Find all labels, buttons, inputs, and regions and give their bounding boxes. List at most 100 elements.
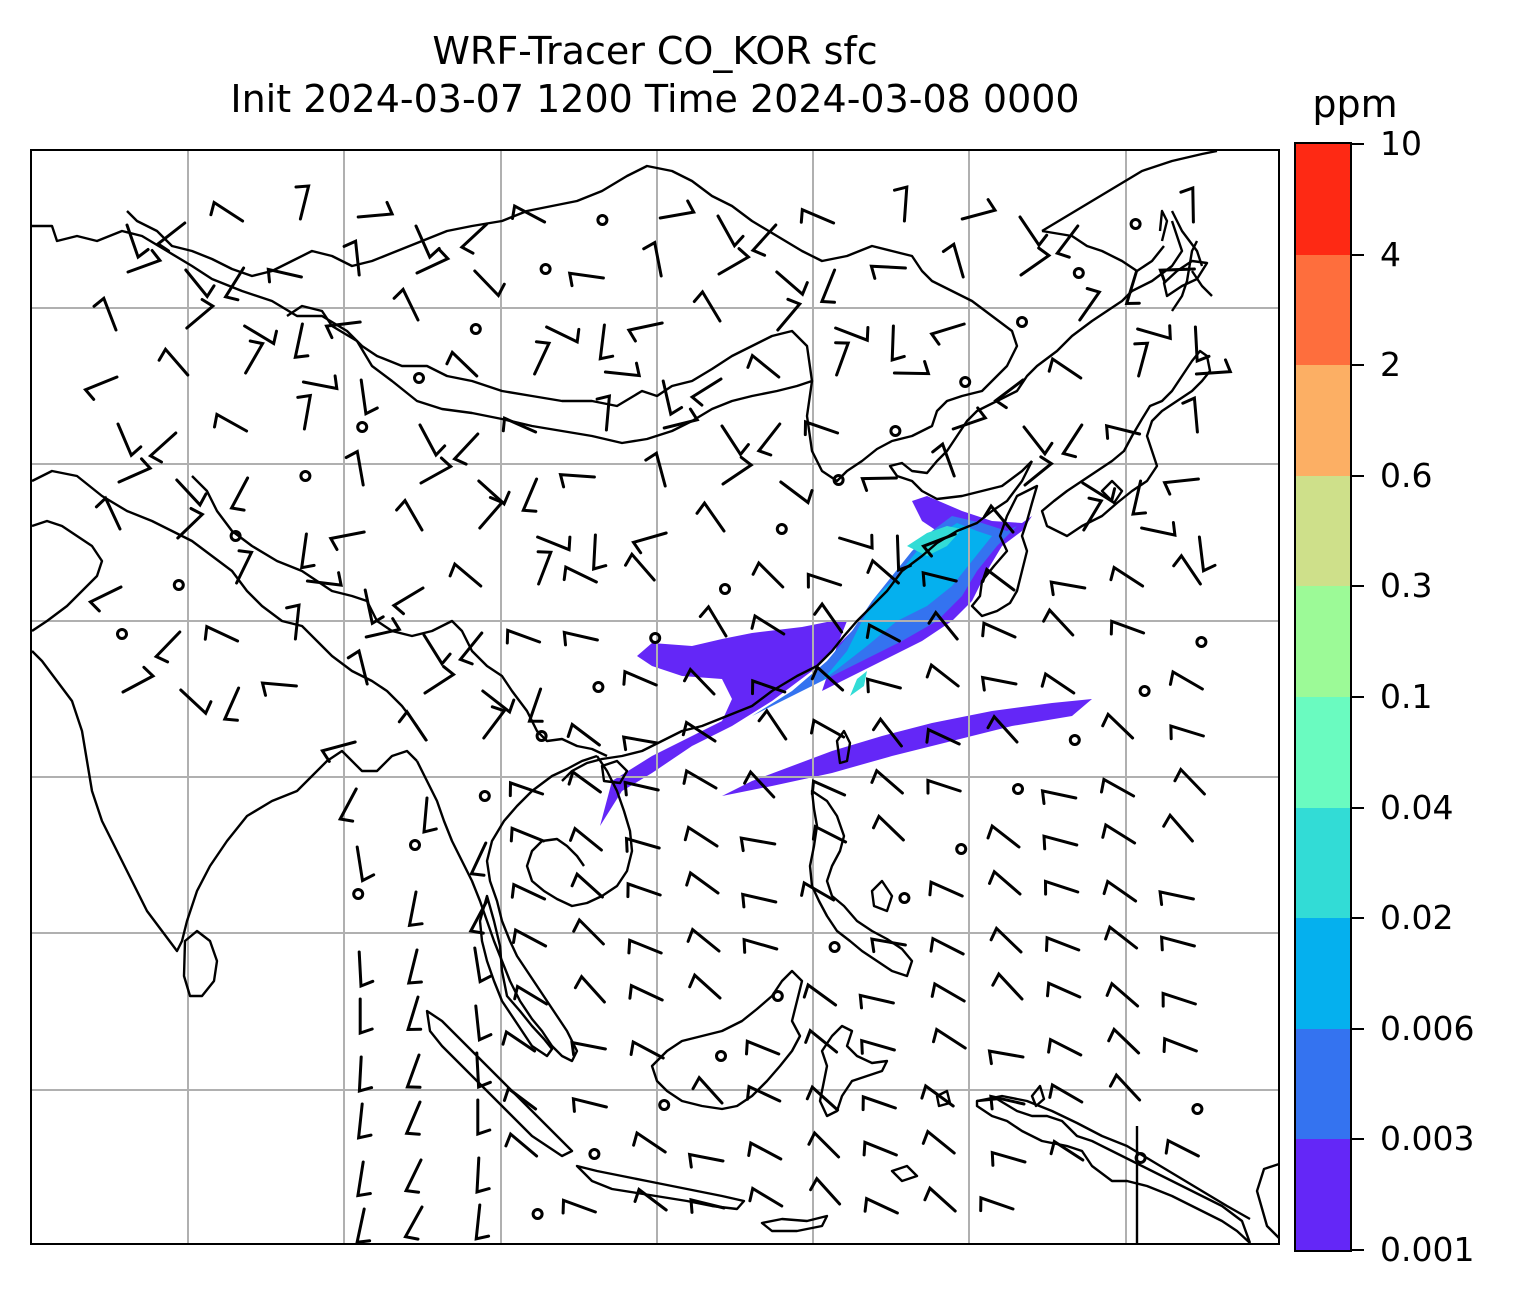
- plume-outer-band: [600, 621, 1092, 826]
- wind-barb: [925, 662, 960, 688]
- wind-barb: [358, 997, 374, 1036]
- calm-wind-marker: [959, 376, 972, 388]
- wind-barb: [179, 688, 213, 716]
- wind-barb: [633, 1187, 668, 1212]
- wind-barb: [337, 787, 358, 823]
- wind-barb: [981, 620, 1017, 639]
- calm-wind-marker: [1195, 636, 1208, 648]
- wind-barb: [1100, 777, 1136, 798]
- wind-barb: [481, 689, 516, 715]
- wind-barb: [892, 360, 931, 376]
- wind-barb: [1045, 935, 1081, 952]
- wind-barb: [1047, 1037, 1083, 1057]
- calm-wind-marker: [658, 1099, 671, 1111]
- wind-barb: [683, 825, 719, 848]
- wind-barb: [800, 880, 836, 902]
- wind-barb: [176, 507, 205, 540]
- wind-barb: [1164, 1138, 1200, 1158]
- wind-barb: [185, 298, 216, 330]
- calm-wind-marker: [116, 628, 128, 640]
- colorbar-tick-label: 0.3: [1380, 566, 1433, 606]
- wind-barb: [1158, 267, 1196, 284]
- colorbar-tick: [1352, 364, 1364, 367]
- wind-barb: [512, 927, 548, 948]
- wind-barb: [406, 995, 423, 1032]
- calm-wind-marker: [955, 843, 968, 855]
- wind-barb: [986, 823, 1021, 849]
- wind-barb: [285, 603, 301, 641]
- philippines: [808, 789, 914, 978]
- sakhalin-kurils: [1158, 209, 1213, 297]
- colorbar-tick: [1352, 917, 1364, 920]
- wind-barb: [566, 722, 601, 747]
- wind-barb: [720, 424, 750, 458]
- wind-barb: [1048, 1082, 1084, 1104]
- wind-barb: [748, 1186, 784, 1208]
- wind-barb: [1022, 425, 1054, 457]
- wind-barb: [391, 586, 425, 616]
- wind-barb: [509, 826, 546, 843]
- wind-barb: [870, 768, 904, 795]
- wind-barb: [662, 407, 700, 430]
- wind-barb: [921, 570, 958, 587]
- wind-barb: [930, 981, 966, 1003]
- wind-barb: [929, 936, 965, 956]
- wind-barb: [621, 735, 659, 752]
- wind-barb: [359, 378, 379, 416]
- wind-barb: [986, 714, 1019, 744]
- wind-barb: [683, 666, 716, 696]
- wind-barb: [407, 890, 424, 928]
- wind-barb: [685, 870, 720, 895]
- wind-barb: [691, 1075, 724, 1105]
- colorbar-tick-label: 4: [1380, 234, 1401, 274]
- wind-barb: [595, 394, 612, 432]
- wind-barb: [1105, 981, 1140, 1008]
- wind-barb: [244, 339, 265, 375]
- wind-barb: [689, 377, 723, 407]
- calm-wind-marker: [1191, 1103, 1204, 1115]
- calm-wind-marker: [828, 941, 841, 953]
- wind-barb: [741, 892, 778, 909]
- calm-wind-marker: [535, 730, 548, 742]
- wind-barb: [932, 1027, 967, 1050]
- calm-wind-marker: [588, 1148, 601, 1160]
- colorbar-tick-label: 0.6: [1380, 455, 1433, 495]
- wind-barb: [629, 1039, 665, 1060]
- wind-barb: [357, 950, 375, 989]
- wind-barb: [717, 247, 751, 276]
- inner-asia-borders: [32, 164, 1019, 483]
- wind-barb: [562, 630, 599, 647]
- wind-barb: [1023, 455, 1054, 487]
- wind-barb: [355, 1207, 372, 1243]
- wind-barb: [626, 321, 664, 343]
- wind-barb: [235, 549, 254, 585]
- wind-barb: [397, 709, 428, 742]
- wind-barb: [687, 1152, 725, 1169]
- china-south-borders: [191, 475, 608, 758]
- wind-barb: [960, 198, 998, 221]
- wind-barb: [688, 972, 722, 1000]
- colorbar-swatch: [1296, 144, 1350, 255]
- wind-barb: [1109, 565, 1145, 588]
- map-panel: [30, 149, 1280, 1245]
- wind-barb: [799, 207, 836, 225]
- wind-barb: [739, 836, 777, 853]
- colorbar-tick: [1352, 806, 1364, 809]
- wind-barb: [1042, 607, 1075, 637]
- wind-barb: [147, 431, 178, 464]
- wind-barb: [809, 1176, 842, 1206]
- wind-barb: [627, 938, 663, 955]
- wind-barb: [623, 780, 660, 797]
- wind-barb: [473, 269, 506, 299]
- wind-barb: [689, 1197, 726, 1214]
- colorbar-swatch: [1296, 1028, 1350, 1140]
- wind-barb: [988, 869, 1022, 896]
- wind-barb: [1162, 1036, 1198, 1053]
- wind-barb: [695, 500, 726, 533]
- wind-barb: [508, 780, 545, 798]
- wind-barb: [1046, 980, 1082, 999]
- wind-barb: [1193, 325, 1211, 364]
- wind-barb: [406, 948, 423, 985]
- wind-barb: [567, 271, 605, 288]
- sulawesi: [818, 1024, 889, 1118]
